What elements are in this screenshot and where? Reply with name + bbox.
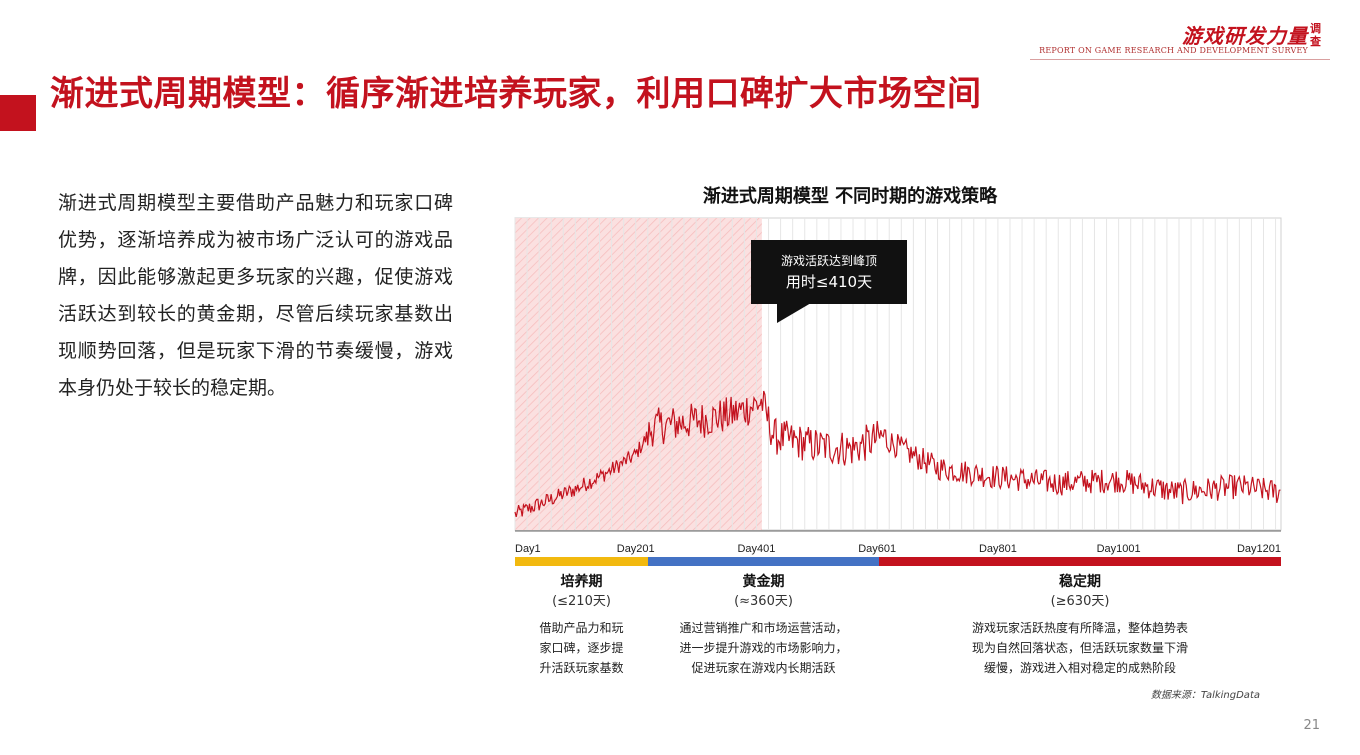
page-number: 21 — [1303, 718, 1320, 733]
phase-name-stable: 稳定期 — [1059, 574, 1101, 590]
activity-series-line — [514, 390, 1281, 518]
chart-grid — [514, 218, 1277, 530]
logo-divider — [1030, 59, 1330, 60]
x-tick-label: Day801 — [979, 543, 1017, 555]
phase-name-golden: 黄金期 — [742, 574, 785, 590]
phase-name-cultivation: 培养期 — [560, 574, 603, 590]
title-accent-block — [0, 95, 36, 131]
page-title: 渐进式周期模型：循序渐进培养玩家，利用口碑扩大市场空间 — [50, 74, 982, 114]
x-axis-tick-labels: Day1 Day201 Day401 Day601 Day801 Day1001 Day12… — [515, 543, 1281, 555]
phase-duration-cultivation: (≤210天) — [552, 594, 611, 609]
phase-bar-stable — [879, 557, 1281, 566]
report-logo: 游戏研发力量 调查 REPORT ON GAME RESEARCH AND DE… — [1030, 20, 1330, 62]
callout-line-1: 游戏活跃达到峰顶 — [780, 254, 877, 268]
phase-duration-stable: (≥630天) — [1050, 594, 1110, 609]
phase-desc-cultivation: 借助产品力和玩 家口碑，逐步提 升活跃玩家基数 — [539, 621, 624, 675]
x-tick-label: Day1 — [515, 543, 541, 555]
x-tick-label: Day1001 — [1097, 543, 1141, 555]
phase-duration-golden: (≈360天) — [734, 594, 793, 609]
logo-side-text: 调查 — [1310, 22, 1321, 48]
peak-callout: 游戏活跃达到峰顶 用时≤410天 — [751, 240, 907, 304]
callout-pointer — [777, 303, 811, 323]
logo-text: 游戏研发力量 — [1182, 24, 1308, 48]
x-tick-label: Day201 — [617, 543, 655, 555]
chart-title: 渐进式周期模型 不同时期的游戏策略 — [702, 186, 998, 207]
x-tick-label: Day601 — [858, 543, 896, 555]
x-tick-label: Day1201 — [1237, 543, 1281, 555]
phase-bar-cultivation — [515, 557, 648, 566]
data-source: 数据来源：TalkingData — [1150, 690, 1260, 701]
phase-desc-stable: 游戏玩家活跃热度有所降温，整体趋势表 现为自然回落状态，但活跃玩家数量下滑 缓慢… — [971, 621, 1188, 675]
phase-bar-golden — [648, 557, 879, 566]
line-chart: Day1 Day201 Day401 Day601 Day801 Day1001 Day12… — [514, 217, 1282, 555]
logo-subtitle: REPORT ON GAME RESEARCH AND DEVELOPMENT … — [1039, 46, 1308, 55]
intro-paragraph: 渐进式周期模型主要借助产品魅力和玩家口碑优势，逐渐培养成为被市场广泛认可的游戏品… — [58, 192, 453, 399]
callout-line-2: 用时≤410天 — [785, 273, 873, 291]
x-tick-label: Day401 — [737, 543, 775, 555]
phase-desc-golden: 通过营销推广和市场运营活动， 进一步提升游戏的市场影响力， 促进玩家在游戏内长期… — [679, 621, 848, 675]
growth-phase-highlight — [515, 218, 762, 530]
